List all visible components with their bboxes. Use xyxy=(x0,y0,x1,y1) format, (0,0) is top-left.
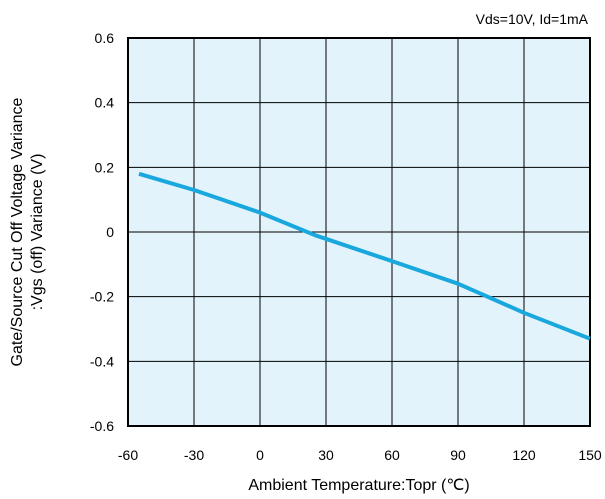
x-tick-label: -60 xyxy=(118,447,138,463)
y-tick-label: 0.6 xyxy=(95,30,115,46)
plot-frame xyxy=(127,37,591,427)
y-axis-label-line-2: :Vgs (off) Variance (V) xyxy=(29,154,46,311)
x-tick-label: 0 xyxy=(256,447,264,463)
x-tick-label: 30 xyxy=(318,447,334,463)
y-tick-label: -0.6 xyxy=(90,418,114,434)
x-tick-label: 90 xyxy=(450,447,466,463)
x-tick-label: 150 xyxy=(578,447,602,463)
y-tick-label: 0 xyxy=(106,224,114,240)
test-condition: Vds=10V, Id=1mA xyxy=(476,11,589,27)
x-tick-label: -30 xyxy=(184,447,204,463)
y-axis-label-line-1: Gate/Source Cut Off Voltage Variance xyxy=(9,97,26,366)
y-tick-label: 0.2 xyxy=(95,159,115,175)
x-axis-label: Ambient Temperature:Topr (℃) xyxy=(248,477,469,494)
y-tick-label: 0.4 xyxy=(95,95,115,111)
y-axis-ticks: 0.6 0.4 0.2 0 -0.2 -0.4 -0.6 xyxy=(90,30,114,434)
y-tick-label: -0.2 xyxy=(90,289,114,305)
x-tick-label: 120 xyxy=(512,447,536,463)
series-line xyxy=(138,171,591,341)
x-axis-ticks: -60 -30 0 30 60 90 120 150 xyxy=(118,447,602,463)
series-group xyxy=(138,171,591,341)
x-tick-label: 60 xyxy=(384,447,400,463)
y-tick-label: -0.4 xyxy=(90,353,114,369)
